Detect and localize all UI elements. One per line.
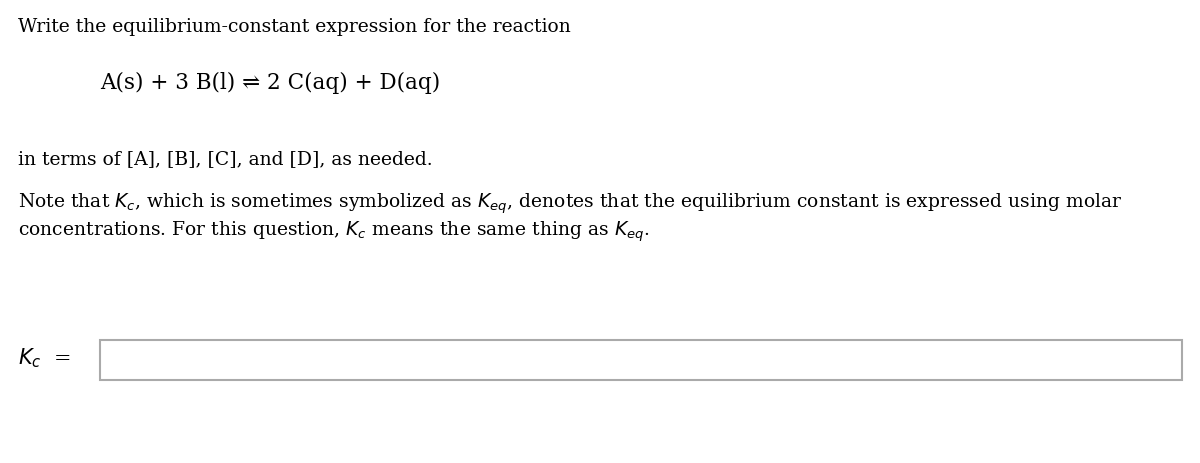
Text: concentrations. For this question, $K_c$ means the same thing as $K_{eq}$.: concentrations. For this question, $K_c$… xyxy=(18,220,649,244)
Text: Write the equilibrium-constant expression for the reaction: Write the equilibrium-constant expressio… xyxy=(18,18,571,36)
Text: in terms of [A], [B], [C], and [D], as needed.: in terms of [A], [B], [C], and [D], as n… xyxy=(18,150,433,168)
Text: $K_c$  =: $K_c$ = xyxy=(18,346,71,370)
Text: Note that $K_c$, which is sometimes symbolized as $K_{eq}$, denotes that the equ: Note that $K_c$, which is sometimes symb… xyxy=(18,192,1122,217)
Bar xyxy=(100,340,1182,380)
Text: A(s) + 3 B(l) ⇌ 2 C(aq) + D(aq): A(s) + 3 B(l) ⇌ 2 C(aq) + D(aq) xyxy=(100,72,440,94)
